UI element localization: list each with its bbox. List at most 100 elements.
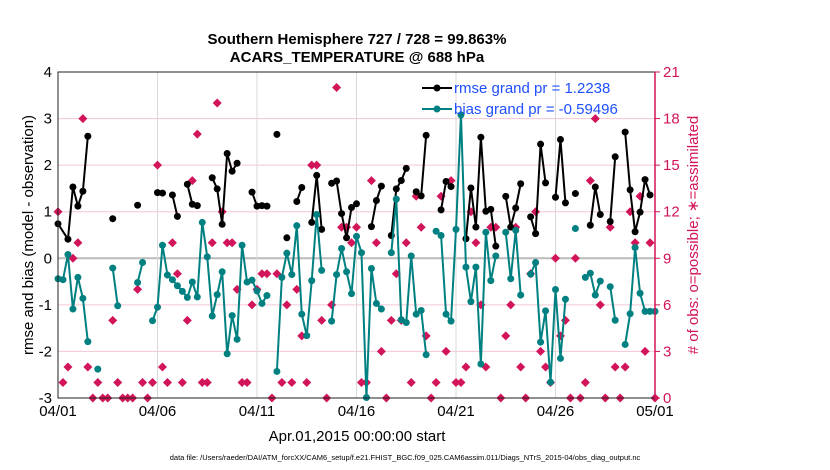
data-point bbox=[79, 187, 87, 195]
obs-count-marker bbox=[247, 300, 257, 310]
data-point bbox=[218, 268, 226, 276]
data-point bbox=[213, 185, 221, 193]
data-point bbox=[293, 222, 301, 230]
y-tick-label: 3 bbox=[44, 111, 52, 128]
data-point bbox=[502, 228, 510, 236]
y-right-tick-label: 9 bbox=[663, 250, 671, 267]
obs-count-marker bbox=[182, 315, 192, 325]
obs-count-marker bbox=[376, 346, 386, 356]
data-point bbox=[561, 295, 569, 303]
data-point bbox=[532, 230, 540, 238]
data-point bbox=[353, 200, 360, 208]
data-point bbox=[149, 317, 157, 325]
data-point bbox=[208, 174, 216, 182]
data-point bbox=[173, 282, 181, 290]
data-point bbox=[402, 164, 410, 172]
data-point bbox=[218, 220, 226, 228]
data-point bbox=[452, 225, 460, 233]
data-point bbox=[338, 245, 346, 253]
data-point bbox=[542, 179, 550, 187]
obs-count-marker bbox=[302, 377, 312, 387]
data-point bbox=[392, 185, 400, 193]
data-point bbox=[94, 365, 102, 373]
data-point bbox=[178, 287, 186, 295]
data-point bbox=[293, 197, 301, 205]
data-point bbox=[298, 183, 306, 191]
data-point bbox=[283, 249, 291, 257]
obs-count-marker bbox=[406, 377, 416, 387]
obs-count-marker bbox=[172, 269, 182, 279]
data-point bbox=[318, 225, 326, 233]
x-tick-label: 04/01 bbox=[39, 403, 77, 420]
obs-count-marker bbox=[242, 377, 252, 387]
data-point bbox=[467, 184, 475, 192]
data-point bbox=[69, 183, 77, 191]
data-point bbox=[472, 223, 480, 231]
data-point bbox=[193, 202, 201, 210]
data-point bbox=[377, 182, 385, 190]
data-point bbox=[367, 223, 375, 231]
obs-count-marker bbox=[456, 377, 466, 387]
data-point bbox=[348, 204, 356, 212]
obs-count-marker bbox=[257, 269, 267, 279]
series-line-segment bbox=[529, 144, 547, 234]
series-line-segment bbox=[435, 114, 497, 365]
obs-count-marker bbox=[237, 377, 247, 387]
data-point bbox=[402, 319, 410, 327]
data-point bbox=[586, 269, 594, 277]
obs-count-marker bbox=[78, 114, 88, 124]
data-point bbox=[353, 232, 360, 240]
data-point bbox=[74, 273, 82, 281]
data-point bbox=[203, 253, 211, 261]
data-point bbox=[646, 191, 654, 199]
data-point bbox=[552, 285, 559, 293]
data-point bbox=[134, 279, 142, 287]
obs-count-marker bbox=[177, 377, 187, 387]
data-point bbox=[163, 271, 171, 279]
data-point bbox=[537, 338, 545, 346]
y-right-tick-label: 12 bbox=[663, 204, 680, 221]
data-point bbox=[198, 218, 206, 226]
data-point bbox=[561, 199, 569, 207]
data-point bbox=[213, 291, 221, 299]
obs-count-marker bbox=[207, 238, 217, 248]
obs-count-marker bbox=[471, 238, 481, 248]
series-lines bbox=[54, 111, 659, 402]
obs-count-marker bbox=[312, 160, 322, 170]
obs-count-marker bbox=[68, 253, 78, 263]
data-point bbox=[611, 153, 619, 161]
series-line-segment bbox=[589, 186, 602, 226]
obs-count-marker bbox=[560, 315, 570, 325]
data-point bbox=[437, 231, 445, 239]
obs-count-marker bbox=[148, 377, 158, 387]
obs-count-marker bbox=[192, 129, 202, 139]
obs-count-marker bbox=[371, 238, 381, 248]
data-point bbox=[338, 210, 346, 218]
obs-count-marker bbox=[352, 222, 361, 232]
data-point bbox=[134, 201, 142, 209]
obs-count-marker bbox=[262, 269, 272, 279]
y-right-tick-label: 6 bbox=[663, 297, 671, 314]
obs-count-marker bbox=[162, 377, 172, 387]
data-point bbox=[621, 340, 629, 348]
data-point bbox=[507, 223, 515, 231]
data-point bbox=[552, 193, 559, 201]
y-right-tick-label: 21 bbox=[663, 64, 680, 81]
data-point bbox=[492, 242, 500, 250]
rmse-series bbox=[54, 128, 654, 250]
y-tick-label: -3 bbox=[39, 390, 52, 407]
y-tick-label: 0 bbox=[44, 250, 52, 267]
data-point bbox=[556, 354, 564, 362]
obs-count-marker bbox=[551, 253, 560, 263]
footer-data-file: data file: /Users/raeder/DAI/ATM_forcXX/… bbox=[170, 453, 641, 462]
data-point bbox=[611, 316, 619, 324]
data-point bbox=[263, 292, 271, 300]
x-axis-label: Apr.01,2015 00:00:00 start bbox=[269, 428, 447, 445]
y-right-tick-label: 15 bbox=[663, 157, 680, 174]
data-point bbox=[472, 263, 480, 271]
obs-count-marker bbox=[292, 284, 302, 294]
data-point bbox=[532, 258, 540, 266]
obs-count-marker bbox=[640, 346, 650, 356]
